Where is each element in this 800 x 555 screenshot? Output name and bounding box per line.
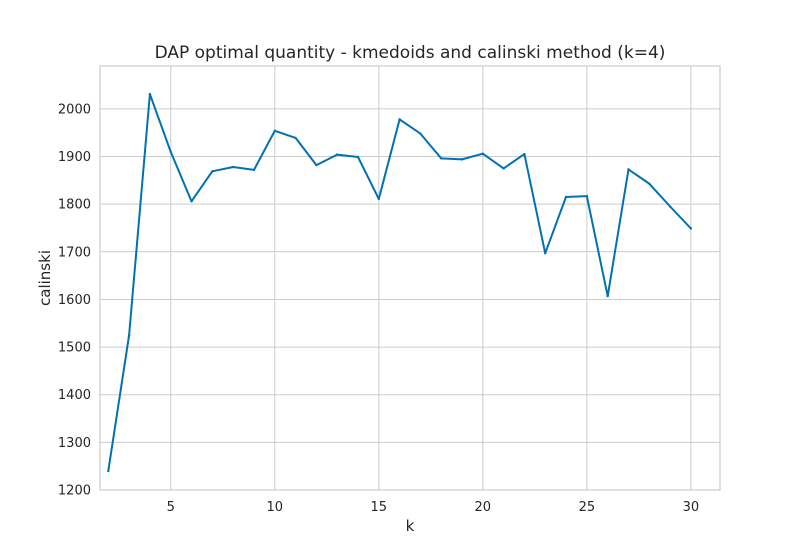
plot-area	[99, 65, 721, 491]
y-tick-label: 1800	[58, 198, 91, 213]
data-point	[356, 155, 360, 159]
data-point	[460, 158, 464, 161]
data-point	[377, 197, 380, 201]
y-tick-label: 1900	[58, 150, 91, 165]
data-point	[211, 170, 214, 173]
y-tick-label: 2000	[58, 102, 91, 117]
data-point	[294, 136, 297, 140]
y-tick-label: 1500	[58, 341, 91, 356]
data-point	[606, 294, 609, 298]
data-point	[315, 163, 318, 167]
data-point	[648, 182, 651, 185]
x-tick-label: 30	[683, 500, 700, 515]
data-point	[335, 153, 339, 156]
data-point	[585, 194, 589, 198]
data-point	[502, 167, 505, 170]
x-tick-label: 20	[475, 500, 492, 515]
data-point	[564, 195, 568, 199]
x-tick-labels: 5 10 15 20 25 30	[167, 500, 700, 515]
series-group	[107, 92, 693, 473]
data-point	[440, 157, 443, 160]
y-tick-label: 1200	[58, 484, 91, 499]
data-point	[481, 152, 485, 155]
y-tick-label: 1600	[58, 293, 91, 308]
x-axis-label: k	[406, 517, 415, 535]
data-point	[627, 168, 630, 171]
data-point	[169, 150, 172, 153]
data-point	[148, 92, 152, 96]
data-point	[668, 205, 672, 208]
x-tick-label: 5	[167, 500, 175, 515]
y-tick-label: 1300	[58, 436, 91, 451]
data-point	[273, 129, 276, 132]
chart-title: DAP optimal quantity - kmedoids and cali…	[155, 43, 666, 63]
data-point	[544, 252, 547, 255]
y-axis-label: calinski	[36, 250, 54, 306]
data-point	[107, 469, 110, 473]
y-tick-labels: 1200 1300 1400 1500 1600 1700 1800 1900 2000	[58, 102, 91, 498]
x-tick-label: 15	[371, 500, 388, 515]
x-tick-label: 10	[266, 500, 283, 515]
x-tick-label: 25	[579, 500, 596, 515]
data-point	[689, 227, 693, 230]
data-point	[398, 118, 401, 121]
y-tick-label: 1400	[58, 388, 91, 403]
data-point	[252, 168, 256, 172]
data-point	[231, 165, 235, 169]
data-point	[127, 333, 131, 337]
y-gridlines	[100, 108, 720, 491]
data-point	[523, 152, 526, 156]
y-tick-label: 1700	[58, 245, 91, 260]
data-point	[419, 132, 422, 135]
x-gridlines	[170, 66, 692, 490]
data-point	[190, 200, 193, 203]
